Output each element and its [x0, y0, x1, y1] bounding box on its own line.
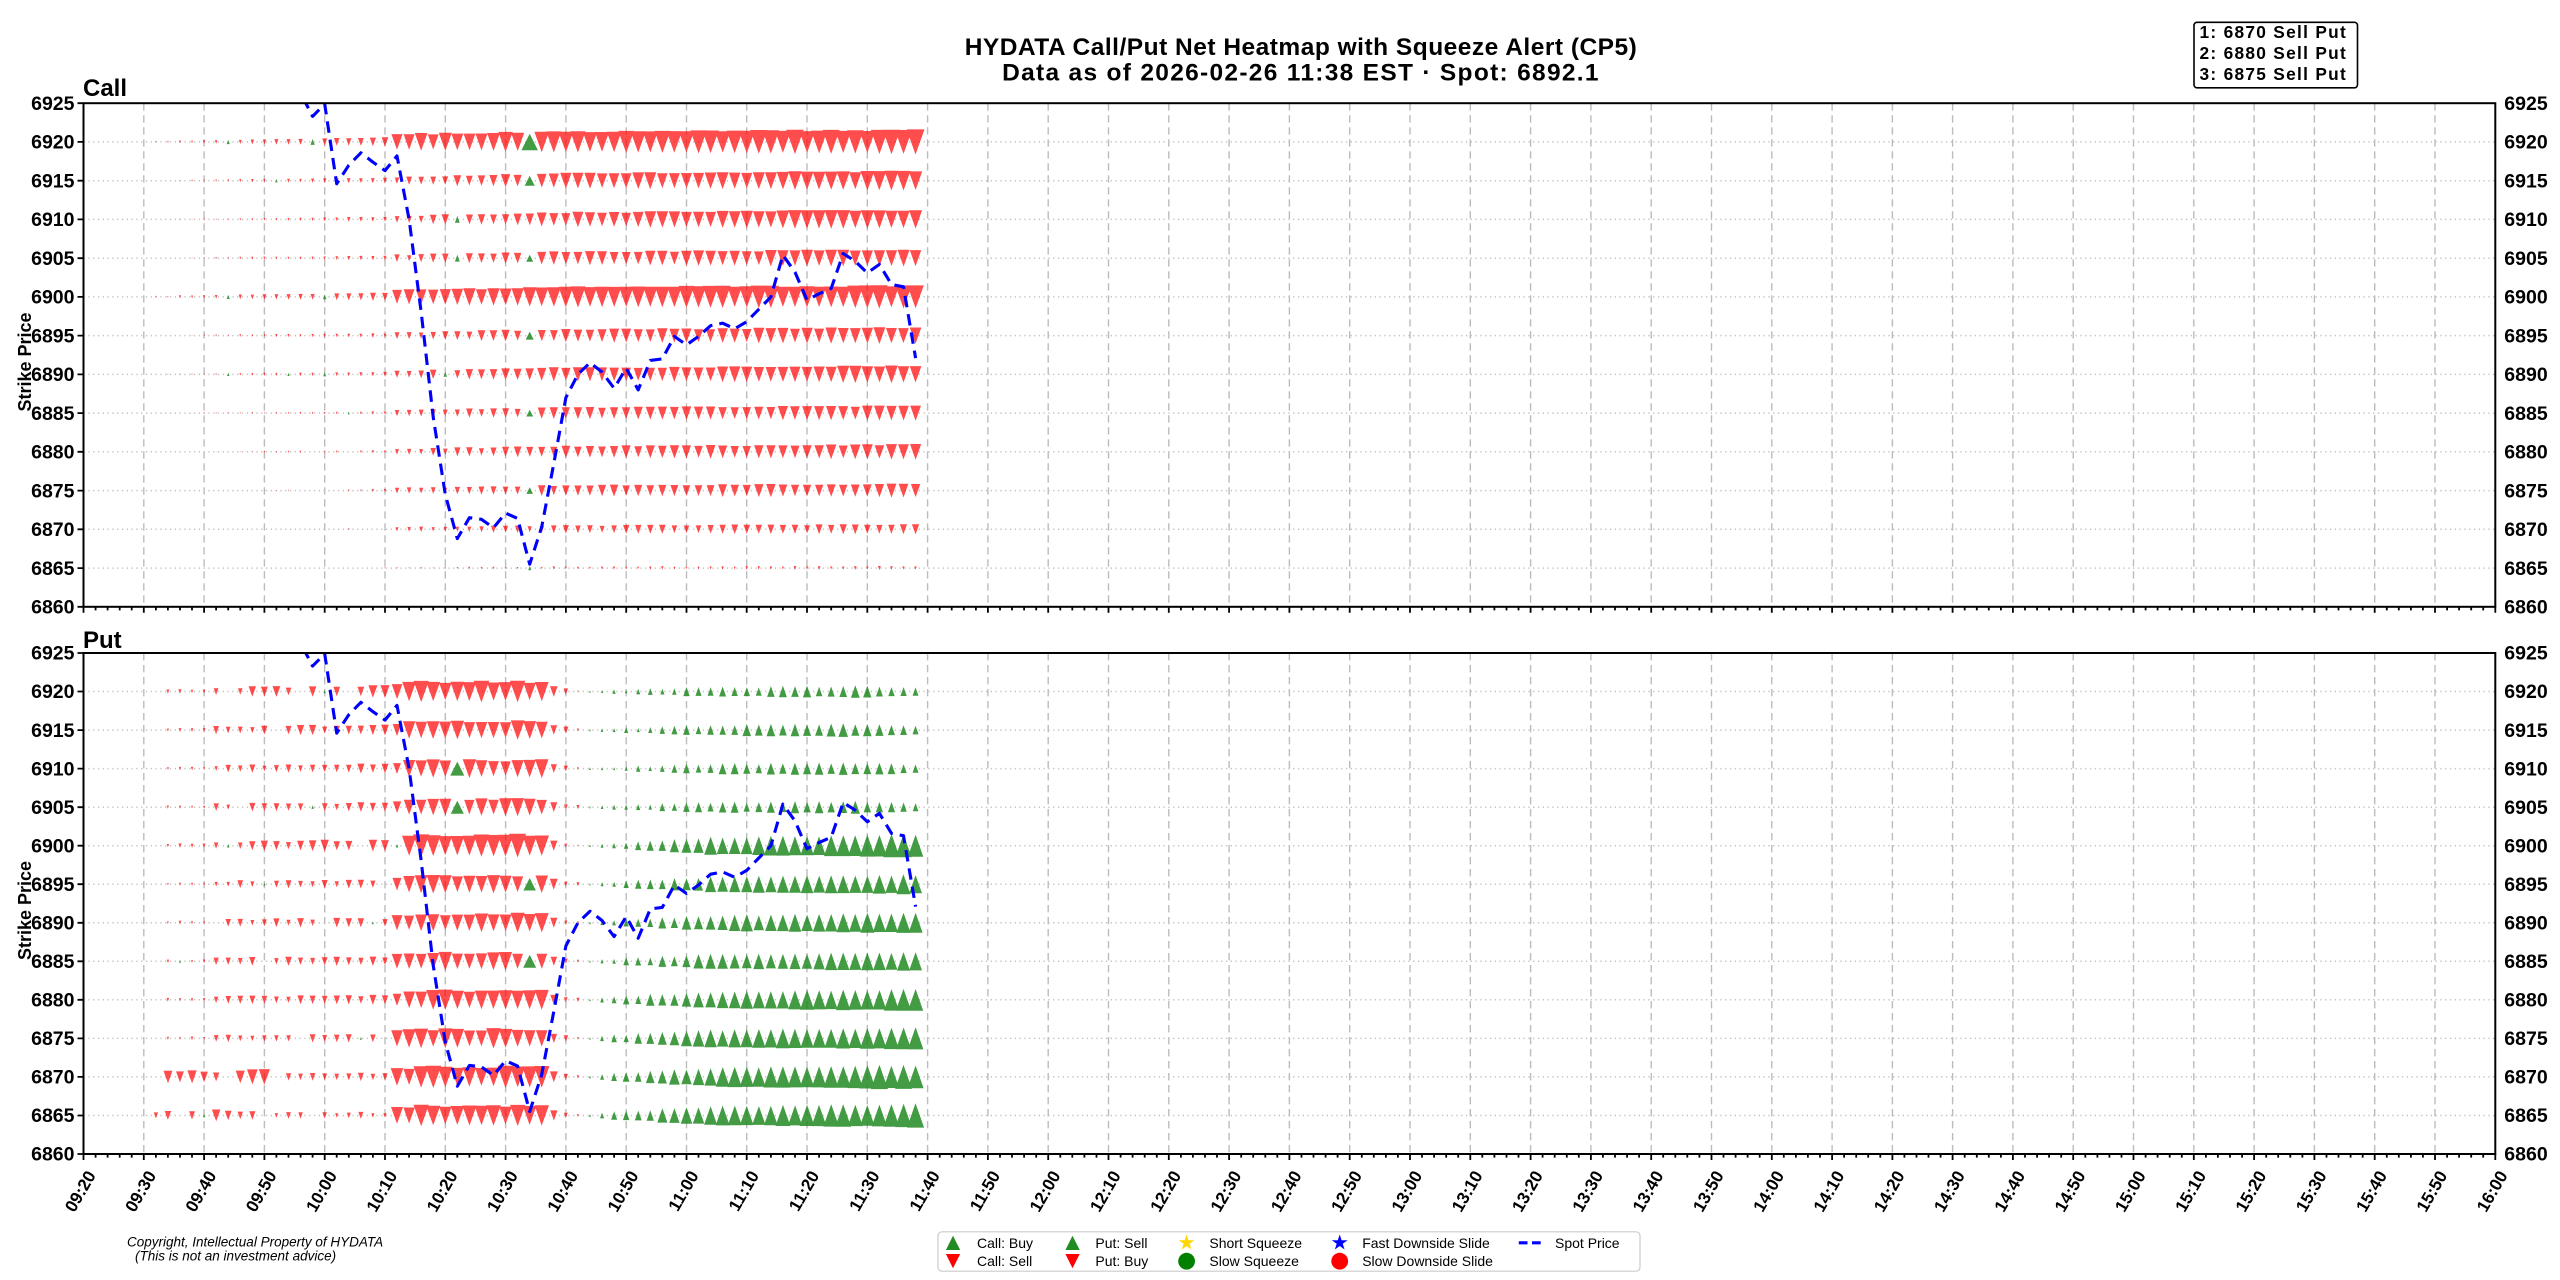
svg-text:Spot Price: Spot Price: [1555, 1235, 1620, 1251]
svg-text:6885: 6885: [31, 403, 75, 425]
svg-text:Copyright, Intellectual Proper: Copyright, Intellectual Property of HYDA…: [127, 1235, 383, 1250]
svg-text:6885: 6885: [31, 951, 75, 973]
svg-text:2: 6880 Sell Put: 2: 6880 Sell Put: [2200, 43, 2348, 63]
svg-text:6915: 6915: [2504, 720, 2548, 742]
svg-text:6900: 6900: [2504, 287, 2548, 309]
svg-text:6925: 6925: [2504, 93, 2548, 115]
svg-text:6900: 6900: [31, 287, 75, 309]
svg-text:6870: 6870: [2504, 1067, 2548, 1089]
svg-text:6910: 6910: [2504, 758, 2548, 780]
svg-text:Call: Buy: Call: Buy: [977, 1235, 1033, 1251]
svg-text:Fast Downside Slide: Fast Downside Slide: [1362, 1235, 1490, 1251]
svg-text:6910: 6910: [31, 209, 75, 231]
svg-text:Data as of 2026-02-26 11:38 ES: Data as of 2026-02-26 11:38 EST · Spot: …: [1002, 59, 1600, 86]
svg-text:6890: 6890: [2504, 364, 2548, 386]
svg-text:6880: 6880: [31, 990, 75, 1012]
svg-text:Slow Squeeze: Slow Squeeze: [1209, 1253, 1299, 1269]
svg-text:6880: 6880: [2504, 990, 2548, 1012]
svg-text:6905: 6905: [31, 248, 75, 270]
svg-text:6915: 6915: [31, 720, 75, 742]
svg-text:Strike Price: Strike Price: [15, 861, 35, 960]
svg-text:Put: Put: [83, 627, 122, 654]
svg-text:6925: 6925: [31, 643, 75, 665]
svg-text:6895: 6895: [2504, 874, 2548, 896]
svg-text:6890: 6890: [31, 364, 75, 386]
svg-text:6915: 6915: [2504, 170, 2548, 192]
svg-text:Call: Call: [83, 75, 127, 102]
svg-text:6890: 6890: [31, 913, 75, 935]
svg-text:6860: 6860: [2504, 1144, 2548, 1166]
svg-text:6900: 6900: [2504, 835, 2548, 857]
svg-text:6865: 6865: [31, 1105, 75, 1127]
svg-text:6860: 6860: [2504, 597, 2548, 619]
svg-text:Short Squeeze: Short Squeeze: [1209, 1235, 1302, 1251]
svg-text:6885: 6885: [2504, 403, 2548, 425]
svg-text:6860: 6860: [31, 1144, 75, 1166]
svg-text:6885: 6885: [2504, 951, 2548, 973]
svg-text:6905: 6905: [2504, 248, 2548, 270]
svg-text:6910: 6910: [31, 758, 75, 780]
svg-text:6865: 6865: [2504, 1105, 2548, 1127]
svg-text:6905: 6905: [2504, 797, 2548, 819]
svg-text:Strike Price: Strike Price: [15, 312, 35, 411]
svg-text:6860: 6860: [31, 597, 75, 619]
svg-text:6870: 6870: [31, 519, 75, 541]
svg-text:6890: 6890: [2504, 913, 2548, 935]
svg-text:6865: 6865: [31, 558, 75, 580]
svg-text:Put: Buy: Put: Buy: [1095, 1253, 1148, 1269]
svg-text:3: 6875 Sell Put: 3: 6875 Sell Put: [2200, 64, 2348, 84]
svg-text:6910: 6910: [2504, 209, 2548, 231]
svg-text:6905: 6905: [31, 797, 75, 819]
svg-text:1: 6870 Sell Put: 1: 6870 Sell Put: [2200, 22, 2348, 42]
svg-text:6865: 6865: [2504, 558, 2548, 580]
svg-text:6920: 6920: [2504, 132, 2548, 154]
svg-text:(This is not an investment adv: (This is not an investment advice): [135, 1249, 336, 1264]
svg-text:6875: 6875: [31, 1028, 75, 1050]
svg-text:6925: 6925: [2504, 643, 2548, 665]
svg-text:6875: 6875: [31, 480, 75, 502]
svg-text:HYDATA Call/Put Net Heatmap wi: HYDATA Call/Put Net Heatmap with Squeeze…: [965, 34, 1638, 61]
svg-text:6915: 6915: [31, 170, 75, 192]
svg-text:6895: 6895: [31, 325, 75, 347]
svg-text:6920: 6920: [31, 681, 75, 703]
svg-text:6880: 6880: [2504, 442, 2548, 464]
svg-text:6900: 6900: [31, 835, 75, 857]
svg-text:6895: 6895: [31, 874, 75, 896]
svg-text:6870: 6870: [31, 1067, 75, 1089]
svg-text:6880: 6880: [31, 442, 75, 464]
svg-text:6870: 6870: [2504, 519, 2548, 541]
svg-text:Slow Downside Slide: Slow Downside Slide: [1362, 1253, 1493, 1269]
svg-text:6920: 6920: [31, 132, 75, 154]
svg-text:6875: 6875: [2504, 480, 2548, 502]
svg-text:Call: Sell: Call: Sell: [977, 1253, 1032, 1269]
svg-text:6875: 6875: [2504, 1028, 2548, 1050]
svg-text:6895: 6895: [2504, 325, 2548, 347]
svg-text:6920: 6920: [2504, 681, 2548, 703]
svg-text:Put: Sell: Put: Sell: [1095, 1235, 1147, 1251]
svg-text:6925: 6925: [31, 93, 75, 115]
